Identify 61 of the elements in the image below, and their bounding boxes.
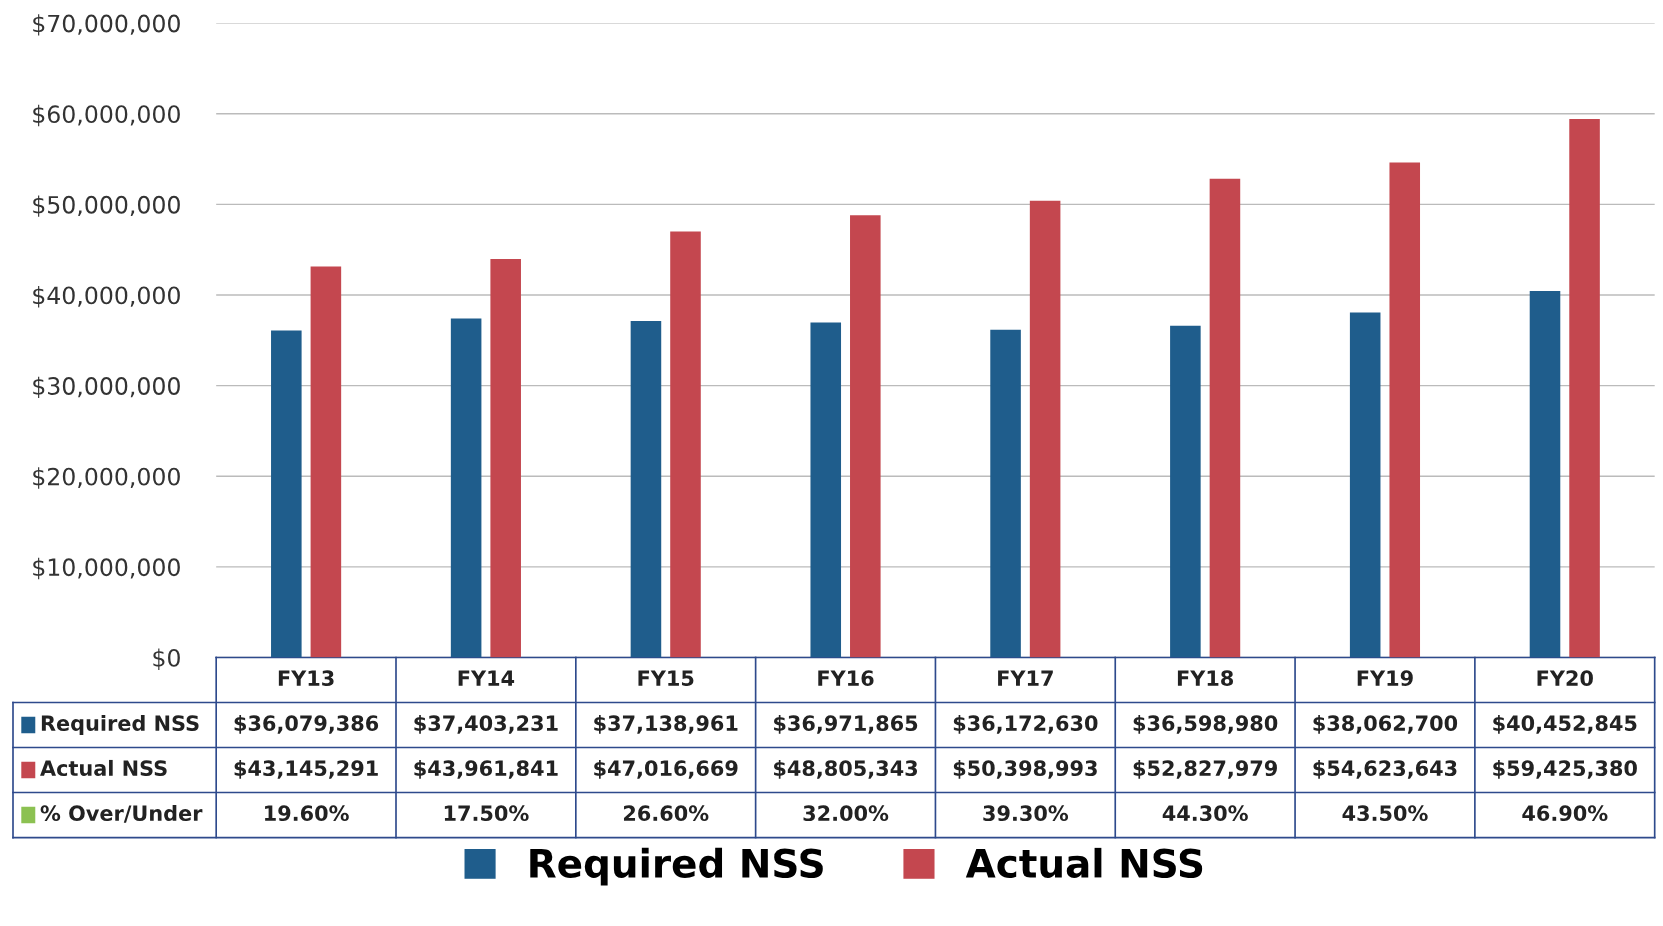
bar (450, 318, 482, 658)
bar (850, 215, 881, 658)
y-tick-label: $60,000,000 (33, 104, 180, 127)
bar (1209, 178, 1241, 658)
text: 17.50% (444, 805, 529, 822)
bar (670, 231, 701, 658)
data-label: $52,827,979 (1133, 759, 1277, 779)
bar (810, 322, 842, 658)
data-label: $43,961,841 (414, 759, 558, 779)
y-tick-label: $30,000,000 (33, 376, 180, 399)
y-tick-label: $20,000,000 (33, 467, 180, 489)
text: 46.90% (1522, 805, 1608, 822)
y-tick-label: $10,000,000 (33, 557, 180, 580)
legend-label: % Over/Under (40, 804, 203, 823)
x-tick-label: FY17 (998, 670, 1053, 686)
x-tick-label: FY18 (1177, 670, 1234, 687)
text: 32.00% (803, 805, 889, 822)
data-label: $37,403,231 (414, 714, 558, 734)
data-label: $40,452,845 (1493, 714, 1637, 734)
x-tick-label: FY13 (278, 670, 334, 687)
data-label: $36,971,865 (774, 714, 918, 734)
data-label: $54,623,643 (1313, 759, 1457, 779)
text: Required NSS (530, 847, 823, 886)
y-tick-label: $0 (153, 648, 180, 670)
y-tick-label: $40,000,000 (33, 286, 180, 308)
data-label: $38,062,700 (1313, 714, 1458, 734)
text: 44.30% (1162, 805, 1248, 822)
text: 39.30% (983, 805, 1069, 822)
bar (990, 329, 1021, 658)
data-label: $37,138,961 (594, 714, 738, 734)
legend-label: Actual NSS (40, 759, 167, 777)
text: 26.60% (623, 805, 709, 822)
x-tick-label: FY20 (1537, 670, 1593, 687)
legend-label: Required NSS (41, 714, 199, 736)
data-label: $48,805,343 (774, 759, 918, 779)
bar (1529, 290, 1561, 658)
data-label: $47,016,669 (594, 759, 738, 779)
y-tick-label: $70,000,000 (33, 14, 180, 36)
bar (1569, 118, 1600, 658)
data-label: $43,145,291 (234, 759, 378, 779)
bar (630, 320, 662, 658)
bar (310, 266, 342, 658)
data-label: $36,079,386 (234, 714, 379, 734)
text: Actual NSS (965, 847, 1203, 878)
bar (1170, 325, 1201, 658)
bar (271, 330, 302, 658)
data-label: $59,425,380 (1493, 759, 1637, 779)
x-tick-label: FY16 (818, 670, 874, 687)
bar (1029, 200, 1061, 658)
data-label: $36,598,980 (1133, 714, 1278, 734)
data-label: $36,172,630 (953, 714, 1098, 734)
x-tick-label: FY19 (1357, 670, 1413, 687)
text: 19.60% (265, 805, 349, 822)
x-tick-label: FY14 (458, 670, 515, 686)
y-tick-label: $50,000,000 (33, 195, 180, 217)
bar (490, 259, 521, 658)
bar (1349, 312, 1381, 658)
text: 43.50% (1342, 805, 1428, 822)
bar (1389, 162, 1421, 658)
x-tick-label: FY15 (638, 670, 694, 687)
data-label: $50,398,993 (953, 759, 1097, 779)
